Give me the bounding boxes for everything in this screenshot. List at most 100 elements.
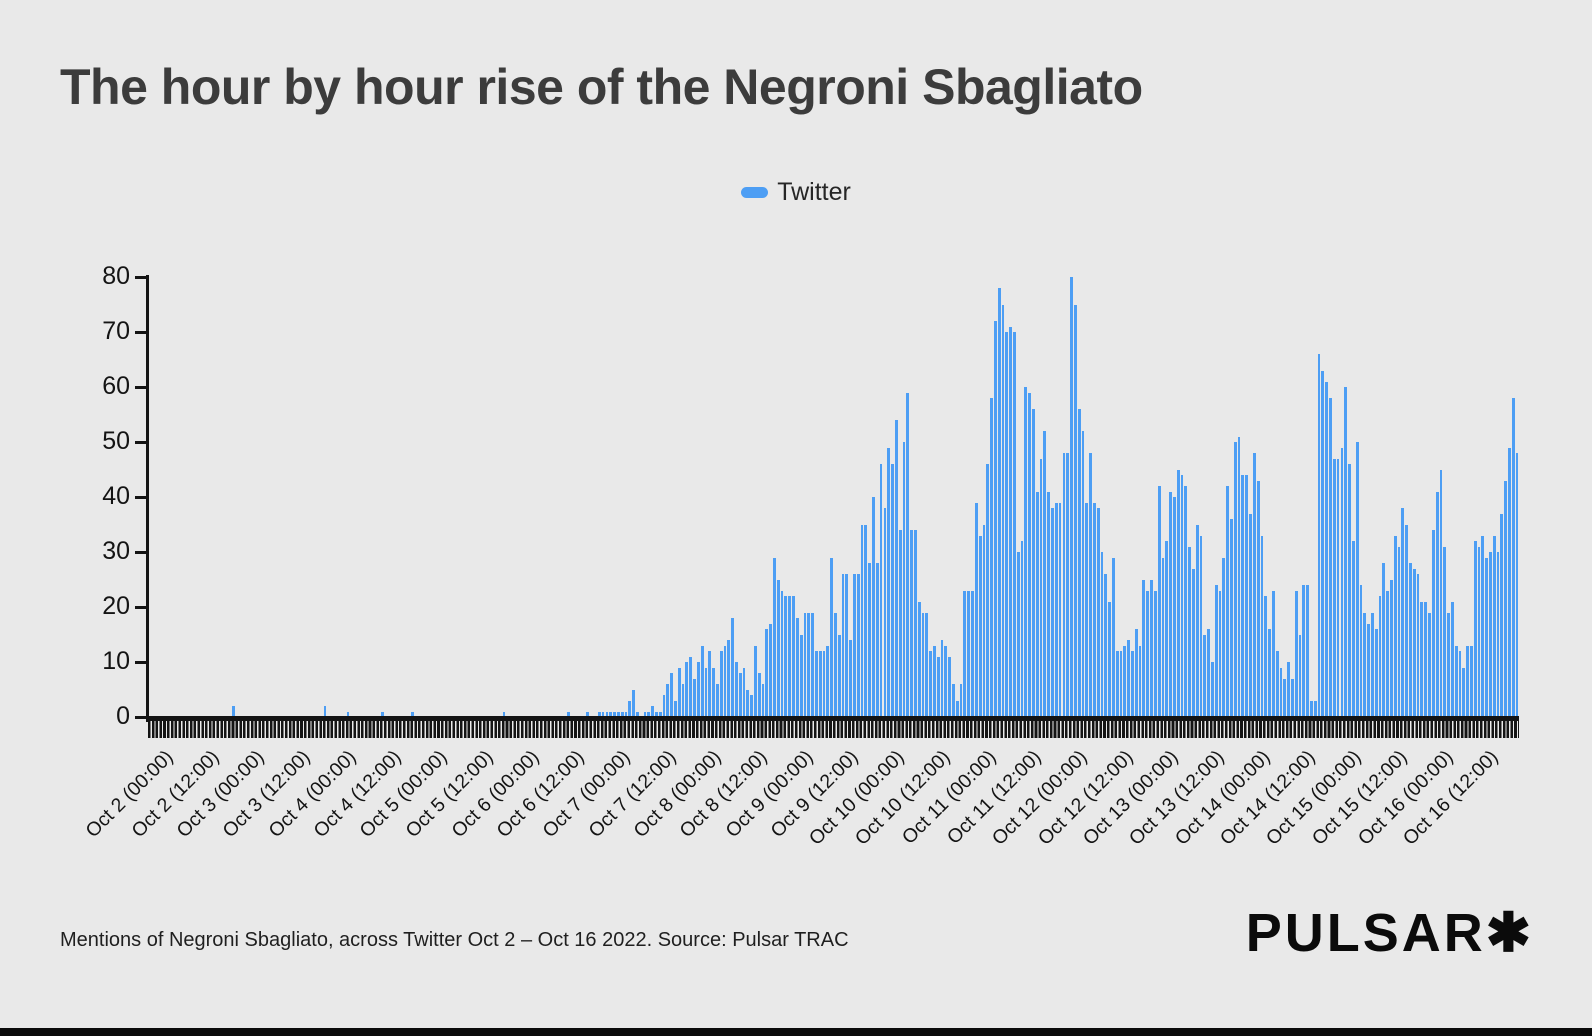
bar [715, 684, 719, 717]
bar [1336, 458, 1340, 717]
bar [860, 524, 864, 717]
bar [1112, 557, 1115, 717]
bar [1153, 590, 1157, 717]
bar [799, 634, 803, 717]
bar [1073, 304, 1077, 717]
bar [1329, 398, 1332, 717]
bar [1081, 431, 1085, 717]
bar [1165, 541, 1169, 717]
bar [666, 684, 670, 717]
bar [872, 497, 875, 717]
bar [1431, 530, 1435, 717]
y-tick-label: 30 [102, 537, 130, 565]
plot-area [148, 277, 1519, 717]
bar [1390, 579, 1393, 717]
bar [1515, 453, 1519, 717]
bar [616, 711, 620, 717]
bar [647, 711, 651, 717]
bar [1511, 398, 1515, 717]
y-tick-label: 70 [102, 317, 130, 345]
bar [1058, 502, 1062, 717]
bar [1378, 596, 1382, 717]
bar [1321, 370, 1325, 717]
bar [1245, 475, 1249, 717]
bar [818, 651, 822, 717]
bar [696, 662, 700, 717]
bar [868, 563, 872, 717]
bar [891, 464, 894, 717]
bar [1005, 332, 1009, 717]
bar [1203, 634, 1207, 717]
bar [674, 700, 677, 717]
bar [628, 700, 632, 717]
y-axis-line [146, 275, 149, 722]
bar [1252, 453, 1256, 717]
bar [940, 640, 944, 717]
bar [982, 524, 986, 717]
bar [1161, 557, 1165, 717]
bar [1454, 645, 1458, 717]
bar [411, 711, 415, 717]
y-tick-mark [135, 495, 148, 499]
bar [620, 711, 624, 717]
bar [1100, 552, 1104, 717]
bar [834, 612, 837, 717]
y-tick-mark [135, 275, 148, 279]
bar [1108, 601, 1111, 717]
bar [1489, 552, 1492, 717]
bar [719, 651, 723, 717]
bar [929, 651, 932, 717]
bar [1032, 409, 1035, 717]
bar [921, 612, 925, 717]
bar [887, 447, 891, 717]
bar [1066, 453, 1070, 717]
bar [780, 590, 784, 717]
bar [933, 645, 936, 717]
bar [1287, 662, 1290, 717]
bar [948, 656, 952, 717]
y-tick-mark [135, 440, 148, 444]
bar [1123, 645, 1127, 717]
bar [1260, 535, 1264, 717]
bar [750, 695, 753, 717]
bar [849, 640, 853, 717]
bar [955, 700, 959, 717]
bar [1458, 651, 1462, 717]
bar [952, 684, 955, 717]
bar [1469, 645, 1473, 717]
bar [1500, 513, 1504, 717]
bar [879, 464, 883, 717]
bar [959, 684, 963, 717]
bar [1340, 447, 1344, 717]
bar [1222, 557, 1226, 717]
bar [814, 651, 818, 717]
bar [807, 612, 811, 717]
bar [963, 590, 967, 717]
bar [1233, 442, 1237, 717]
bar [609, 711, 613, 717]
bar [1146, 590, 1150, 717]
bar [1496, 552, 1500, 717]
bar [1473, 541, 1477, 717]
bar [1012, 332, 1016, 717]
bar [1344, 387, 1348, 717]
y-tick-mark [135, 385, 148, 389]
bar [1096, 508, 1100, 717]
bar [1028, 392, 1032, 717]
bar [681, 684, 685, 717]
bar [1298, 634, 1302, 717]
bar [792, 596, 795, 717]
bar [1119, 651, 1123, 717]
bar [1169, 491, 1172, 717]
bar [1283, 678, 1287, 717]
bar [1226, 486, 1230, 717]
chart-title: The hour by hour rise of the Negroni Sba… [60, 59, 1143, 115]
bar [761, 684, 765, 717]
bar [1374, 629, 1378, 717]
bar [1138, 645, 1142, 717]
bar [944, 645, 948, 717]
bar [1271, 590, 1275, 717]
bar [1325, 381, 1329, 717]
bar [597, 711, 601, 717]
